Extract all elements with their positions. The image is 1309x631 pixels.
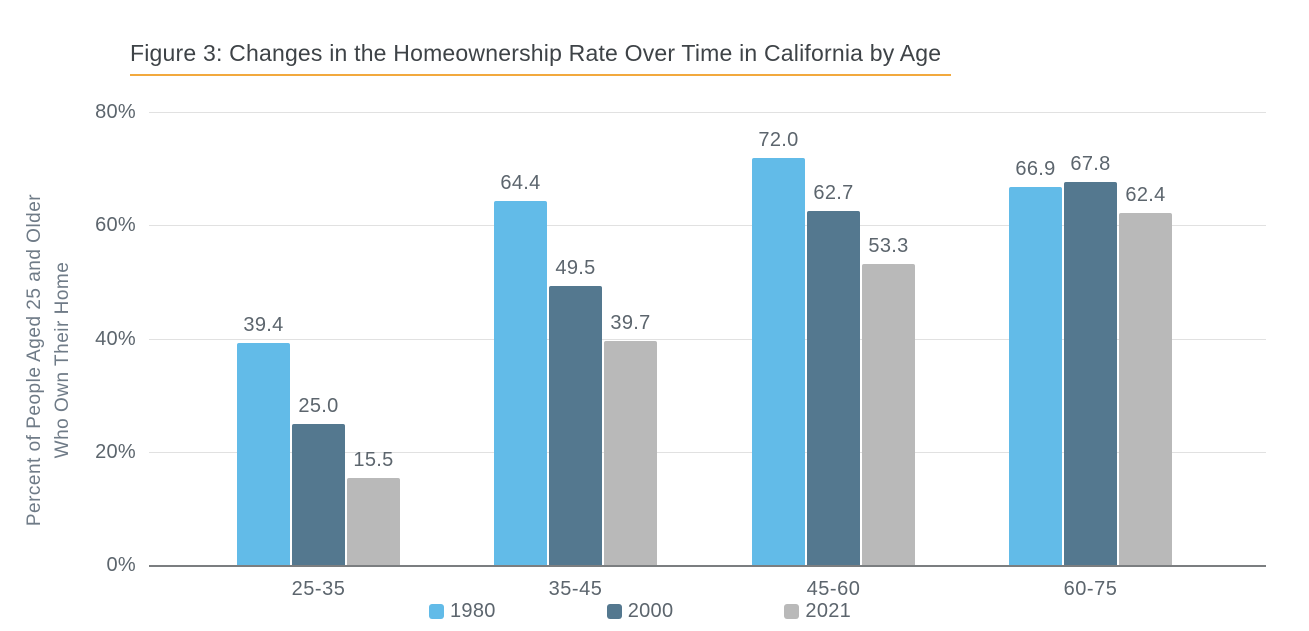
- bar-group-35-45: 64.4 49.5 39.7: [494, 113, 657, 566]
- bar-value-label-2021-45-60: 53.3: [868, 235, 909, 258]
- bar-value-label-1980-25-35: 39.4: [243, 313, 284, 336]
- legend-item-1980: 1980: [429, 600, 496, 623]
- legend: 1980 2000 2021: [429, 598, 851, 624]
- y-axis-title: Percent of People Aged 25 and Older Who …: [21, 194, 77, 526]
- y-tick-label-60: 60%: [95, 214, 136, 237]
- legend-label-2021: 2021: [805, 599, 852, 622]
- y-axis-title-line1: Percent of People Aged 25 and Older: [24, 193, 45, 527]
- bar-value-label-1980-60-75: 66.9: [1015, 158, 1056, 181]
- bar-2021-25-35: 15.5: [347, 449, 400, 566]
- y-tick-label-20: 20%: [95, 440, 136, 463]
- bar-2021-45-60: 53.3: [862, 235, 915, 566]
- bar-1980-45-60: 72.0: [752, 129, 805, 566]
- bar-2000-25-35: 25.0: [292, 395, 345, 566]
- plot-area: 0% 20% 40% 60% 80% 39.4 25.0 15.5 64.4 49.5 39.7 7…: [95, 101, 1266, 600]
- bar-2000-60-75: 67.8: [1064, 153, 1117, 566]
- legend-label-1980: 1980: [450, 599, 496, 622]
- gridline-20: [149, 451, 1266, 453]
- legend-swatch-2021: [784, 603, 800, 619]
- legend-item-2000: 2000: [606, 599, 674, 623]
- x-axis-label-45-60: 45-60: [806, 578, 861, 600]
- bar-value-label-2021-60-75: 62.4: [1125, 183, 1166, 206]
- bar-2021-60-75: 62.4: [1119, 184, 1172, 566]
- x-axis-label-35-45: 35-45: [548, 578, 603, 600]
- bar-value-label-2000-45-60: 62.7: [813, 182, 854, 204]
- y-tick-label-0: 0%: [106, 554, 136, 576]
- bar-1980-35-45: 64.4: [494, 172, 547, 566]
- gridline-40: [149, 338, 1266, 340]
- y-tick-label-80: 80%: [95, 101, 136, 123]
- bar-group-45-60: 72.0 62.7 53.3: [752, 113, 915, 566]
- bar-value-label-2021-35-45: 39.7: [610, 312, 651, 335]
- bar-value-label-2021-25-35: 15.5: [353, 449, 394, 472]
- bar-2000-35-45: 49.5: [549, 257, 602, 566]
- legend-label-2000: 2000: [627, 599, 674, 622]
- bar-value-label-2000-35-45: 49.5: [555, 256, 596, 279]
- bar-group-60-75: 66.9 67.8 62.4: [1009, 113, 1172, 566]
- legend-swatch-1980: [429, 603, 444, 619]
- legend-swatch-2000: [606, 603, 622, 619]
- bar-value-label-1980-35-45: 64.4: [500, 172, 541, 195]
- bar-1980-60-75: 66.9: [1009, 158, 1062, 566]
- x-axis-baseline: [149, 565, 1266, 567]
- gridline-60: [149, 225, 1266, 227]
- y-tick-label-40: 40%: [95, 327, 136, 350]
- bar-value-label-1980-45-60: 72.0: [758, 129, 799, 152]
- bar-value-label-2000-60-75: 67.8: [1070, 153, 1111, 176]
- y-axis-title-line2: Who Own Their Home: [52, 261, 73, 459]
- bar-value-label-2000-25-35: 25.0: [298, 395, 339, 418]
- bar-group-25-35: 39.4 25.0 15.5: [237, 113, 400, 566]
- bar-2000-45-60: 62.7: [807, 182, 860, 566]
- x-axis-label-25-35: 25-35: [291, 578, 346, 600]
- legend-item-2021: 2021: [784, 600, 851, 623]
- bar-2021-35-45: 39.7: [604, 312, 657, 566]
- bar-1980-25-35: 39.4: [237, 314, 290, 566]
- chart-title: Figure 3: Changes in the Homeownership R…: [130, 40, 952, 76]
- x-axis-label-60-75: 60-75: [1063, 578, 1118, 600]
- gridline-80: [149, 112, 1266, 113]
